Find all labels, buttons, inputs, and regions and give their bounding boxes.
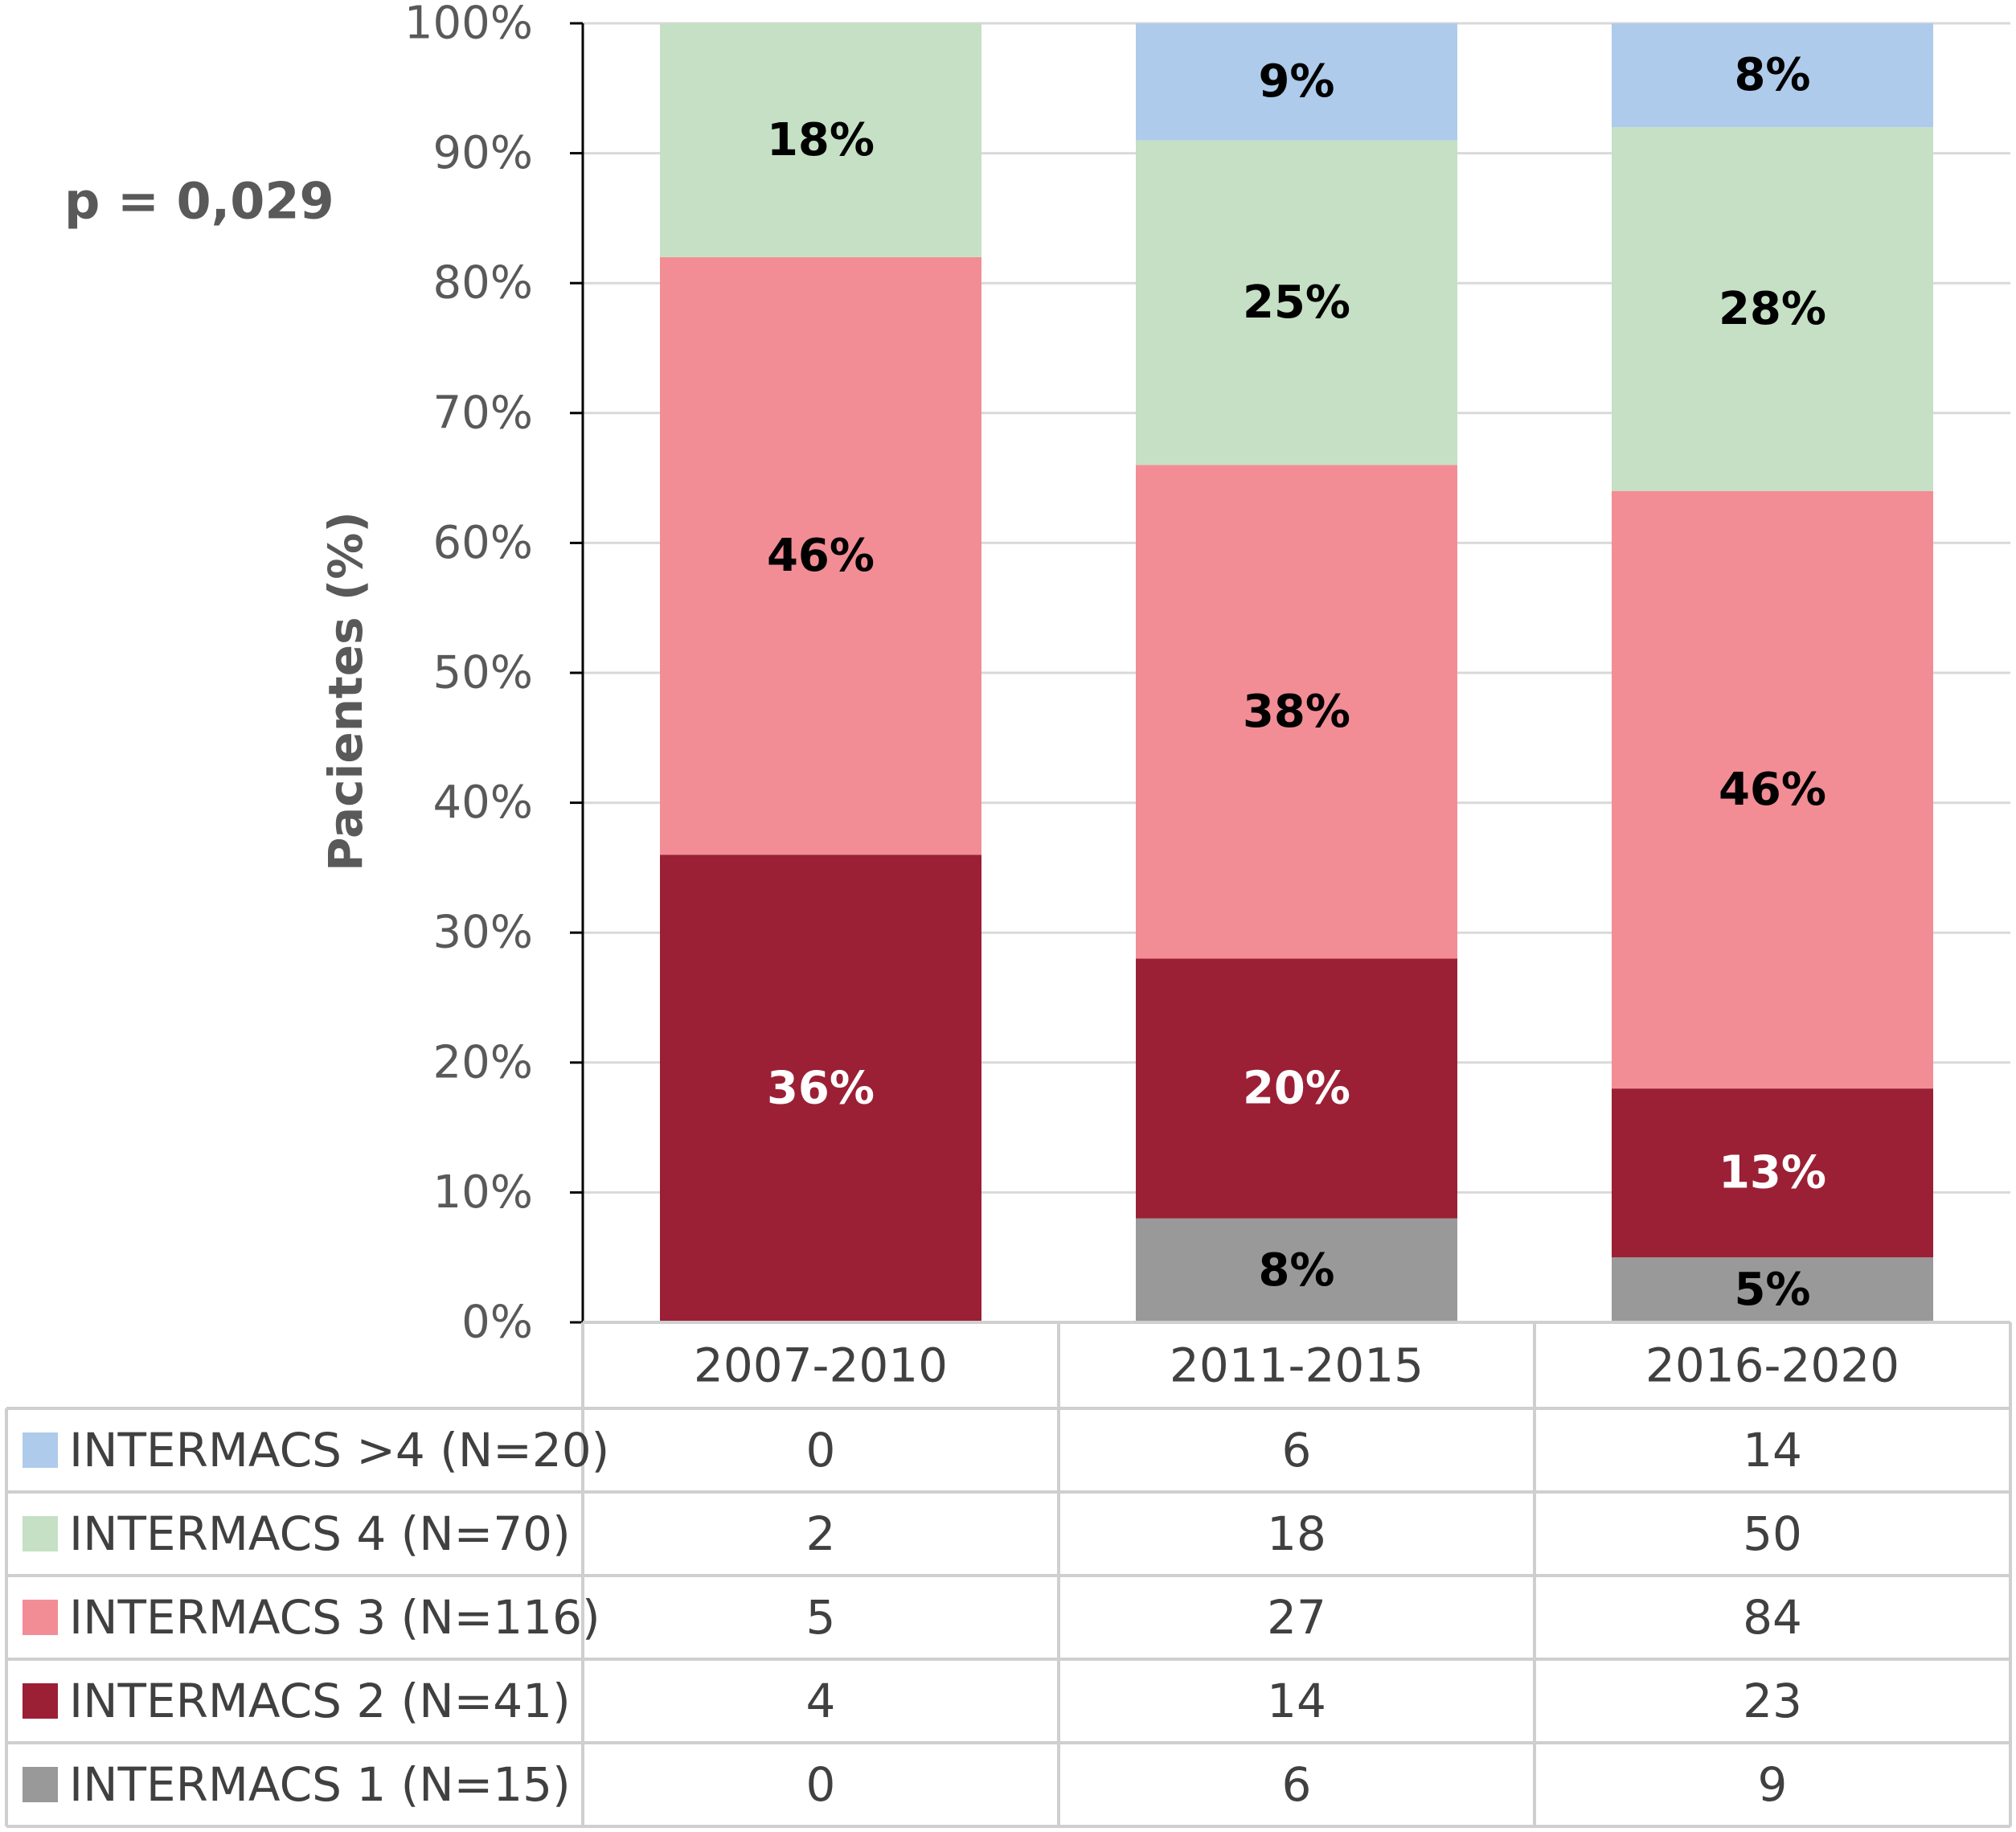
y-tick-label: 50% bbox=[433, 647, 533, 699]
table-cell: 84 bbox=[1743, 1590, 1802, 1645]
data-label: 5% bbox=[1734, 1264, 1810, 1316]
table-header: 2016-2020 bbox=[1645, 1338, 1899, 1393]
table-header: 2011-2015 bbox=[1170, 1338, 1424, 1393]
y-tick-label: 80% bbox=[433, 257, 533, 309]
y-tick-label: 90% bbox=[433, 127, 533, 179]
bar-segment bbox=[660, 23, 981, 257]
y-tick-label: 0% bbox=[461, 1297, 533, 1349]
bar-segment bbox=[1612, 127, 1933, 491]
table-cell: 23 bbox=[1743, 1674, 1802, 1728]
data-label: 36% bbox=[767, 1063, 875, 1115]
data-label: 38% bbox=[1243, 686, 1350, 738]
bar-segment bbox=[660, 855, 981, 1322]
table-cell: 9 bbox=[1758, 1757, 1788, 1812]
table-cell: 14 bbox=[1743, 1423, 1802, 1477]
bar-segment bbox=[1612, 23, 1933, 128]
legend-swatch bbox=[23, 1683, 58, 1719]
table-cell: 18 bbox=[1267, 1506, 1326, 1561]
bar-segment bbox=[1612, 490, 1933, 1089]
legend-swatch bbox=[23, 1516, 58, 1551]
table-cell: 14 bbox=[1267, 1674, 1326, 1728]
bar-segment bbox=[1136, 23, 1457, 141]
y-tick-label: 70% bbox=[433, 387, 533, 439]
table-cell: 0 bbox=[806, 1423, 836, 1477]
legend-label: INTERMACS >4 (N=20) bbox=[69, 1423, 609, 1477]
legend-swatch bbox=[23, 1767, 58, 1802]
data-label: 20% bbox=[1243, 1063, 1350, 1115]
y-tick-label: 60% bbox=[433, 517, 533, 569]
data-label: 18% bbox=[767, 114, 875, 166]
data-label: 8% bbox=[1734, 49, 1810, 101]
data-label: 9% bbox=[1258, 55, 1334, 108]
legend-label: INTERMACS 3 (N=116) bbox=[69, 1590, 600, 1645]
data-label: 28% bbox=[1719, 283, 1826, 335]
data-label: 46% bbox=[1719, 764, 1826, 816]
data-label: 46% bbox=[767, 530, 875, 582]
legend-label: INTERMACS 4 (N=70) bbox=[69, 1506, 571, 1561]
table-cell: 2 bbox=[806, 1506, 836, 1561]
bar-segment bbox=[660, 256, 981, 855]
y-axis-label: Pacientes (%) bbox=[318, 511, 373, 871]
y-tick-label: 100% bbox=[404, 0, 533, 50]
y-tick-label: 30% bbox=[433, 907, 533, 959]
annotation: p = 0,029 bbox=[64, 172, 334, 231]
bar-segment bbox=[1612, 1088, 1933, 1258]
table-header: 2007-2010 bbox=[694, 1338, 948, 1393]
data-label: 8% bbox=[1258, 1244, 1334, 1297]
bar-segment bbox=[1136, 958, 1457, 1219]
data-label: 25% bbox=[1243, 277, 1350, 329]
table-cell: 27 bbox=[1267, 1590, 1326, 1645]
table-cell: 50 bbox=[1743, 1506, 1802, 1561]
bar-segment bbox=[1136, 140, 1457, 465]
legend-swatch bbox=[23, 1432, 58, 1468]
legend-label: INTERMACS 1 (N=15) bbox=[69, 1757, 571, 1812]
table-cell: 6 bbox=[1282, 1757, 1312, 1812]
bar-segment bbox=[1136, 1218, 1457, 1322]
y-tick-label: 20% bbox=[433, 1036, 533, 1088]
table-cell: 5 bbox=[806, 1590, 836, 1645]
bar-segment bbox=[1612, 1257, 1933, 1322]
bar-segment bbox=[1136, 465, 1457, 959]
y-tick-label: 10% bbox=[433, 1166, 533, 1219]
table-cell: 0 bbox=[806, 1757, 836, 1812]
table-cell: 6 bbox=[1282, 1423, 1312, 1477]
legend-label: INTERMACS 2 (N=41) bbox=[69, 1674, 571, 1728]
data-label: 13% bbox=[1719, 1147, 1826, 1199]
y-tick-label: 40% bbox=[433, 777, 533, 829]
table-cell: 4 bbox=[806, 1674, 836, 1728]
legend-swatch bbox=[23, 1600, 58, 1635]
